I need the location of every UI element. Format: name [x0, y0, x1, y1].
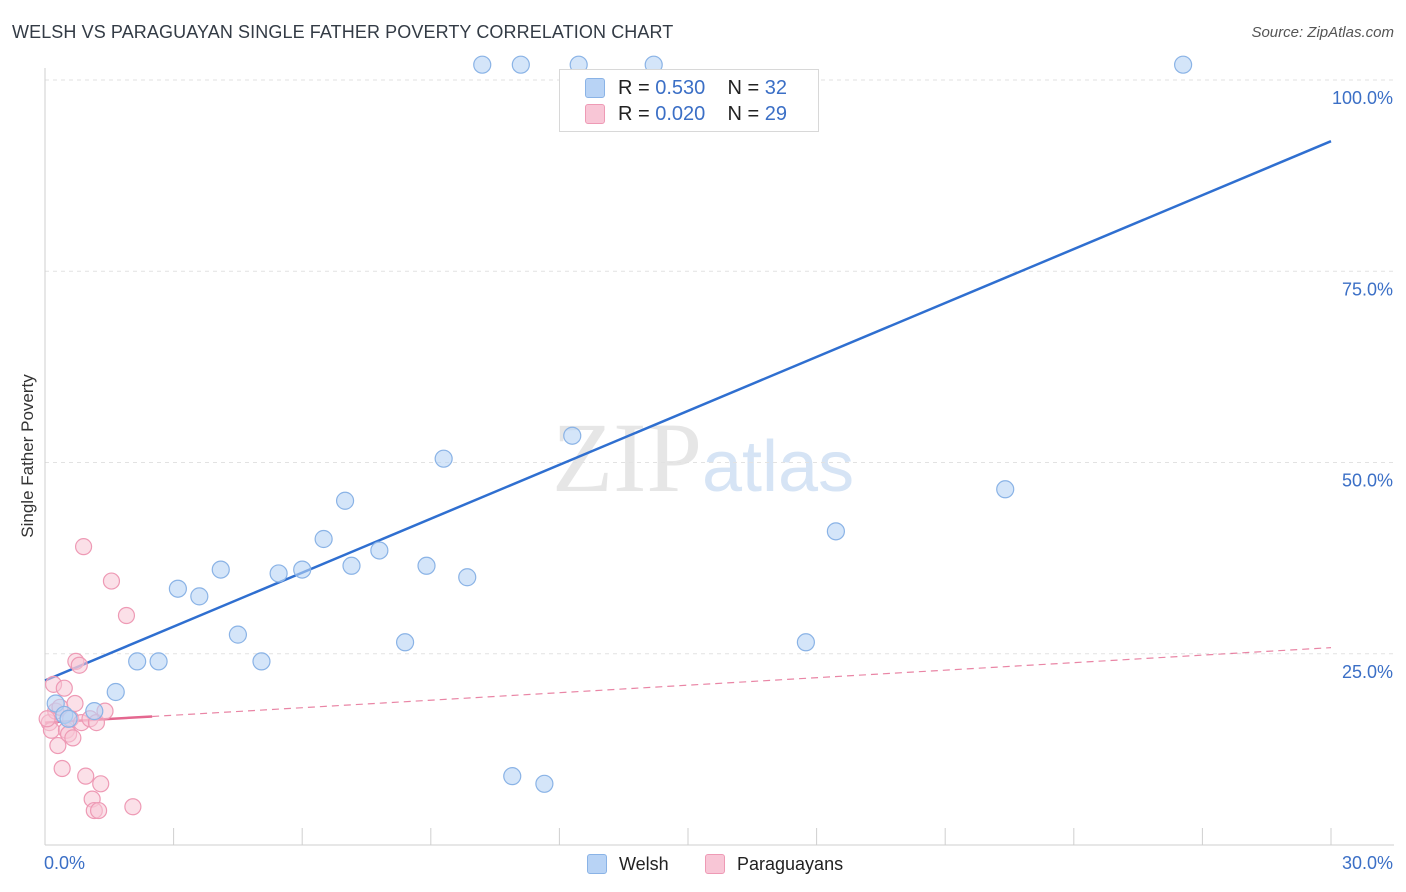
- x-tick-label-min: 0.0%: [44, 853, 85, 873]
- chart-title: WELSH VS PARAGUAYAN SINGLE FATHER POVERT…: [12, 22, 674, 42]
- welsh-point: [149, 652, 168, 671]
- legend-paraguayans-n-label: N =: [727, 102, 765, 125]
- welsh-point: [106, 682, 125, 702]
- paraguayans-point: [102, 572, 121, 590]
- welsh-point: [535, 774, 554, 793]
- legend-paraguayans-n-value: 29: [764, 102, 788, 125]
- paraguayans-point: [55, 679, 73, 697]
- welsh-point: [335, 491, 355, 510]
- data-points: [38, 55, 1193, 820]
- tick-labels: 25.0% 50.0% 75.0% 100.0% 0.0% 30.0%: [44, 88, 1393, 873]
- legend-welsh-r-value: 0.530: [655, 76, 706, 99]
- welsh-point: [503, 767, 522, 786]
- welsh-point: [996, 480, 1015, 499]
- stats-legend: R = 0.530 N = 32 R = 0.020 N = 29: [559, 69, 819, 132]
- paraguayans-point: [70, 656, 88, 674]
- paraguayans-point: [124, 798, 142, 816]
- legend-paraguayans-r-label: R =: [618, 102, 656, 125]
- welsh-point: [458, 568, 477, 587]
- welsh-point: [128, 652, 147, 671]
- paraguayans-point: [49, 736, 67, 755]
- welsh-point: [417, 556, 436, 575]
- legend-welsh-text: R = 0.530 N = 32: [618, 77, 787, 100]
- axes: [44, 68, 1394, 846]
- welsh-point: [269, 564, 288, 583]
- y-tick-label: 75.0%: [1342, 279, 1393, 299]
- welsh-point: [314, 529, 333, 549]
- welsh-point: [342, 556, 361, 575]
- welsh-point: [1174, 55, 1193, 74]
- y-tick-label: 100.0%: [1332, 88, 1393, 108]
- paraguayans-point: [66, 694, 84, 713]
- y-tick-label: 25.0%: [1342, 662, 1393, 682]
- bottom-welsh-swatch: [587, 854, 607, 874]
- y-tick-label: 50.0%: [1342, 471, 1393, 491]
- paraguayans-point: [64, 729, 82, 747]
- legend-row-paraguayans: R = 0.020 N = 29: [585, 102, 787, 126]
- welsh-point: [511, 55, 530, 74]
- welsh-point: [563, 426, 582, 445]
- paraguayans-point: [117, 606, 136, 625]
- welsh-point: [395, 633, 415, 652]
- welsh-point: [370, 541, 389, 560]
- welsh-point: [252, 652, 271, 671]
- x-tick-label-max: 30.0%: [1342, 853, 1393, 873]
- welsh-trend-line: [44, 140, 1332, 682]
- welsh-point: [434, 449, 453, 468]
- welsh-point: [796, 633, 815, 652]
- welsh-point: [59, 709, 78, 728]
- welsh-point: [85, 702, 104, 721]
- welsh-point: [293, 560, 312, 579]
- paraguayans-point: [89, 801, 108, 820]
- bottom-paraguayans-swatch: [705, 854, 725, 874]
- welsh-point: [473, 55, 492, 74]
- paraguayans-point: [38, 710, 56, 728]
- legend-paraguayans-r-value: 0.020: [655, 102, 706, 125]
- welsh-swatch: [585, 78, 605, 98]
- welsh-point: [168, 579, 187, 598]
- paraguayans-swatch: [585, 104, 605, 124]
- bottom-paraguayans-label: Paraguayans: [737, 853, 844, 874]
- paraguayans-point: [74, 538, 93, 556]
- legend-welsh-r-label: R =: [618, 76, 656, 99]
- grid-lines: [45, 79, 1394, 655]
- welsh-point: [190, 587, 209, 606]
- paraguayans-point: [92, 775, 110, 793]
- legend-row-welsh: R = 0.530 N = 32: [585, 76, 787, 100]
- bottom-welsh-label: Welsh: [619, 853, 669, 874]
- watermark-atlas: atlas: [702, 427, 855, 507]
- legend-welsh-n-label: N =: [727, 76, 765, 99]
- bottom-legend-paraguayans: Paraguayans: [705, 852, 843, 876]
- welsh-point: [211, 560, 230, 579]
- paraguayans-trend-line-dashed: [152, 647, 1332, 718]
- legend-paraguayans-text: R = 0.020 N = 29: [618, 103, 787, 126]
- welsh-point: [826, 522, 845, 541]
- paraguayans-point: [53, 759, 71, 778]
- source-label: Source: ZipAtlas.com: [1251, 24, 1394, 41]
- paraguayans-point: [77, 767, 95, 785]
- bottom-legend-welsh: Welsh: [587, 852, 669, 876]
- legend-welsh-n-value: 32: [764, 76, 788, 99]
- welsh-point: [228, 625, 247, 644]
